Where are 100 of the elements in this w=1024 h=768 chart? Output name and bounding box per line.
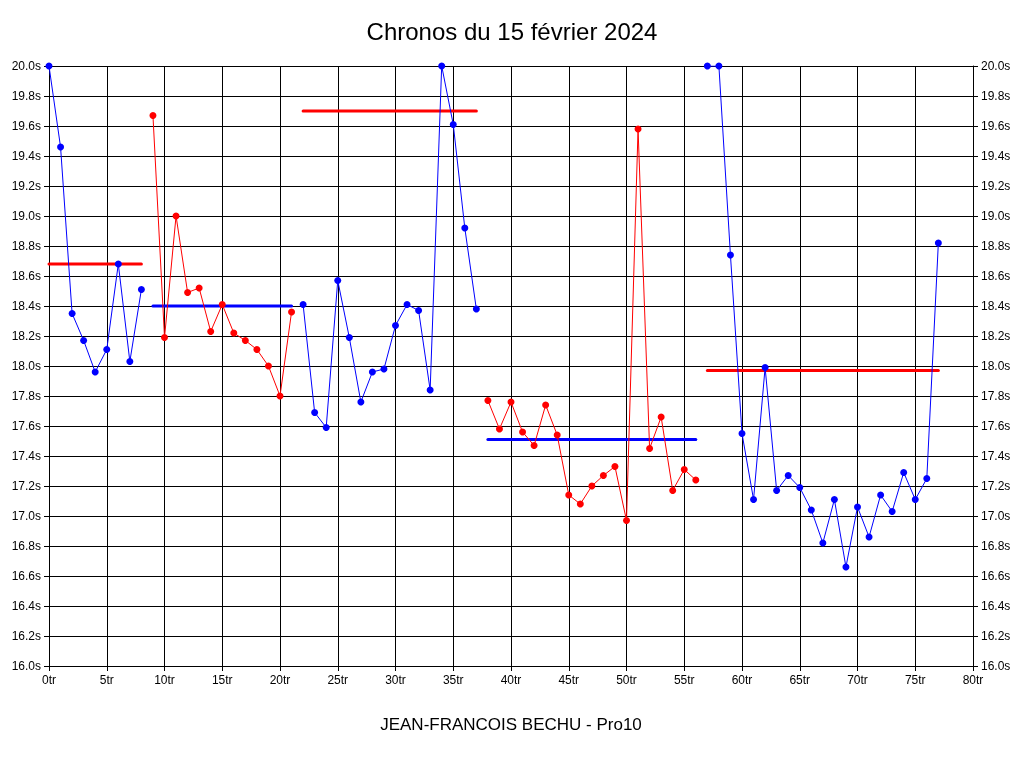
y2-tick-label: 17.2s [981,479,1011,493]
point [241,337,249,344]
y-tick-label: 16.4s [11,599,41,613]
point [796,484,804,491]
point [91,368,99,376]
point [484,397,492,404]
y-tick-label: 18.2s [11,329,41,343]
point [900,469,908,476]
point [472,305,480,313]
y-tick-label: 19.6s [11,119,41,133]
point [184,289,192,296]
x-tick-label: 10tr [154,673,175,687]
y2-tick-label: 19.2s [981,179,1011,193]
y2-tick-label: 19.8s [981,89,1011,103]
y2-tick-label: 16.6s [981,569,1011,583]
point [438,62,446,70]
point [345,334,353,341]
point [854,503,861,511]
point [669,487,677,494]
point [288,308,296,316]
point [576,500,584,508]
point [126,358,134,365]
point [461,224,469,232]
point [934,239,942,247]
point [392,322,399,329]
point [553,431,561,439]
point [703,62,711,70]
y2-tick-label: 19.6s [981,119,1011,133]
point [311,409,319,416]
point [611,463,619,470]
point [449,121,457,128]
x-tick-label: 30tr [385,673,406,687]
y2-tick-label: 19.0s [981,209,1011,223]
x-tick-label: 50tr [616,673,637,687]
point [773,487,781,494]
x-tick-label: 40tr [500,673,522,687]
point [114,260,122,268]
y-tick-label: 17.0s [11,509,41,523]
point [230,329,238,337]
y-tick-label: 18.8s [11,239,41,253]
point [680,466,688,473]
y-tick-label: 16.2s [11,629,41,643]
y2-tick-label: 18.4s [981,299,1011,313]
x-tick-label: 0tr [41,673,57,687]
y2-tick-label: 20.0s [981,59,1011,73]
y-tick-label: 16.0s [11,659,41,673]
x-tick-label: 60tr [731,673,753,687]
point [530,442,538,449]
point [80,337,88,344]
point [57,143,65,151]
point [565,491,573,499]
y-tick-label: 17.6s [11,419,41,433]
y2-tick-label: 18.2s [981,329,1011,343]
point [322,424,330,431]
chart-title: Chronos du 15 février 2024 [366,17,658,45]
y2-tick-label: 18.0s [981,359,1011,373]
y2-tick-label: 18.8s [981,239,1011,253]
point [218,301,226,308]
point [519,428,527,436]
point [207,328,215,335]
point [877,491,885,499]
point [495,425,503,433]
point [888,508,896,515]
point [784,472,792,479]
point [692,476,700,484]
point [830,496,838,503]
x-tick-label: 5tr [99,673,114,687]
y2-tick-label: 17.8s [981,389,1011,403]
point [923,475,931,482]
point [68,310,76,317]
y2-tick-label: 18.6s [981,269,1011,283]
x-tick-label: 55tr [673,673,695,687]
x-tick-label: 75tr [904,673,926,687]
x-tick-label: 35tr [442,673,464,687]
x-tick-label: 25tr [327,673,349,687]
y2-tick-label: 17.4s [981,449,1011,463]
y-tick-label: 17.8s [11,389,41,403]
y2-tick-label: 16.8s [981,539,1011,553]
y-tick-label: 16.6s [11,569,41,583]
y-tick-label: 18.6s [11,269,41,283]
point [750,496,758,503]
point [623,517,630,524]
point [299,301,307,308]
point [253,346,261,353]
y2-tick-label: 19.4s [981,149,1011,163]
x-tick-label: 15tr [211,673,233,687]
y-tick-label: 17.4s [11,449,41,463]
y-tick-label: 19.4s [11,149,41,163]
y-tick-label: 16.8s [11,539,41,553]
point [646,445,654,452]
point [911,496,919,503]
point [403,301,411,308]
y-tick-label: 18.4s [11,299,41,313]
x-tick-label: 20tr [269,673,291,687]
x-tick-label: 45tr [558,673,580,687]
y-tick-label: 20.0s [11,59,41,73]
x-axis-title: JEAN-FRANCOIS BECHU - Pro10 [380,715,642,734]
point [334,277,342,284]
y-tick-label: 19.2s [11,179,41,193]
x-tick-label: 70tr [847,673,868,687]
